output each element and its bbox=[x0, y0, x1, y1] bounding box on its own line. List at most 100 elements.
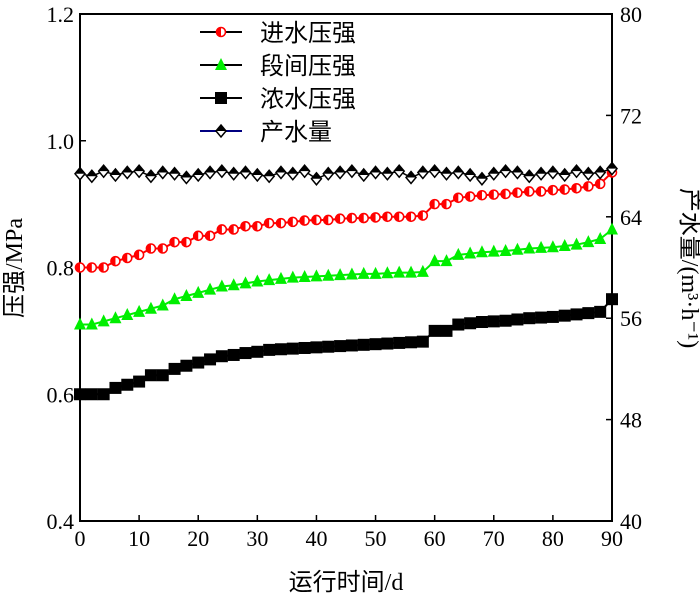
data-point bbox=[416, 335, 429, 348]
data-point-fill bbox=[323, 167, 334, 174]
y2-tick-label: 48 bbox=[620, 408, 642, 433]
data-point-fill bbox=[87, 263, 92, 272]
data-point-fill bbox=[524, 186, 530, 196]
data-point-fill bbox=[264, 218, 270, 228]
data-point-fill bbox=[489, 190, 494, 200]
data-point-fill bbox=[418, 211, 423, 221]
data-point bbox=[606, 293, 618, 306]
x-tick-label: 20 bbox=[187, 526, 209, 551]
data-point-fill bbox=[524, 170, 535, 177]
data-point bbox=[239, 347, 252, 360]
data-point bbox=[570, 237, 583, 250]
data-point-fill bbox=[512, 166, 523, 173]
data-point-fill bbox=[488, 167, 499, 174]
data-point bbox=[475, 245, 488, 258]
data-point bbox=[204, 353, 217, 366]
data-point-fill bbox=[335, 166, 346, 173]
y-axis-label: 压强/MPa bbox=[2, 218, 28, 318]
data-point-fill bbox=[382, 167, 393, 174]
data-point bbox=[109, 381, 122, 394]
data-point-fill bbox=[228, 167, 239, 174]
data-point bbox=[156, 298, 169, 311]
data-point bbox=[416, 264, 429, 277]
data-point bbox=[452, 318, 465, 331]
data-point-fill bbox=[335, 214, 341, 224]
data-point bbox=[274, 271, 287, 284]
data-point-fill bbox=[217, 224, 222, 234]
x-tick-label: 60 bbox=[424, 526, 446, 551]
data-point-fill bbox=[86, 170, 97, 177]
data-point-fill bbox=[300, 216, 305, 226]
legend-label: 浓水压强 bbox=[260, 86, 356, 113]
data-point bbox=[227, 278, 240, 291]
data-point-fill bbox=[110, 168, 121, 175]
legend-marker bbox=[215, 92, 227, 104]
data-point bbox=[440, 254, 453, 267]
data-point bbox=[393, 336, 406, 349]
legend-marker-fill bbox=[216, 125, 226, 131]
data-point bbox=[74, 317, 86, 330]
data-point-fill bbox=[145, 170, 156, 177]
data-point bbox=[357, 338, 370, 351]
data-point bbox=[464, 317, 477, 330]
data-point bbox=[393, 265, 406, 278]
data-point-fill bbox=[406, 212, 412, 222]
data-point-fill bbox=[252, 168, 263, 175]
data-point bbox=[121, 308, 134, 321]
data-point bbox=[475, 316, 488, 329]
data-point bbox=[310, 341, 323, 354]
data-point bbox=[570, 308, 583, 321]
data-point bbox=[192, 285, 205, 298]
data-point-fill bbox=[216, 165, 227, 172]
series-line bbox=[79, 167, 613, 180]
data-point bbox=[594, 305, 607, 318]
data-point-fill bbox=[382, 212, 388, 222]
data-point bbox=[251, 345, 264, 358]
data-point-fill bbox=[347, 213, 352, 223]
data-point bbox=[357, 266, 370, 279]
data-point bbox=[594, 231, 607, 244]
data-point-fill bbox=[512, 188, 518, 198]
data-point-fill bbox=[122, 253, 128, 263]
data-point bbox=[263, 343, 276, 356]
data-point-fill bbox=[99, 263, 104, 272]
data-point bbox=[97, 314, 110, 327]
y2-axis-label: 产水量/(m³·h⁻¹) bbox=[676, 188, 700, 348]
x-tick-label: 0 bbox=[75, 526, 86, 551]
data-point bbox=[369, 266, 382, 279]
axes: 0 10 20 30 40 50 60 70 80 90 0.4 0.6 0.8 1.0 1.2 40 48 56… bbox=[47, 2, 643, 551]
data-point-fill bbox=[477, 190, 482, 200]
data-point bbox=[274, 343, 287, 356]
data-point bbox=[582, 235, 595, 248]
series-1 bbox=[74, 222, 618, 330]
data-point bbox=[487, 315, 500, 328]
data-point-fill bbox=[560, 185, 565, 195]
legend-marker-fill bbox=[216, 27, 221, 37]
data-point-fill bbox=[169, 167, 180, 174]
data-point bbox=[298, 270, 311, 283]
data-point-fill bbox=[311, 215, 317, 225]
data-point bbox=[144, 301, 157, 314]
data-point-fill bbox=[394, 165, 405, 172]
data-point bbox=[144, 369, 157, 382]
data-point-fill bbox=[240, 166, 251, 173]
data-point bbox=[133, 304, 146, 317]
data-point bbox=[192, 356, 205, 369]
legend-label: 进水压强 bbox=[260, 20, 356, 47]
data-point bbox=[180, 289, 193, 302]
data-point bbox=[251, 274, 264, 287]
y-tick-label: 0.6 bbox=[47, 382, 75, 407]
data-point bbox=[558, 309, 571, 322]
data-point-fill bbox=[193, 231, 199, 241]
data-point-fill bbox=[607, 162, 617, 169]
data-point-fill bbox=[536, 167, 547, 174]
y2-tick-label: 72 bbox=[620, 103, 642, 128]
data-point-fill bbox=[346, 165, 357, 172]
data-point-fill bbox=[276, 218, 281, 228]
legend-label: 段间压强 bbox=[260, 53, 356, 80]
data-point bbox=[369, 338, 382, 351]
data-point-fill bbox=[205, 166, 216, 173]
data-point bbox=[464, 246, 477, 259]
data-point-fill bbox=[170, 237, 175, 247]
data-point-fill bbox=[157, 166, 168, 173]
